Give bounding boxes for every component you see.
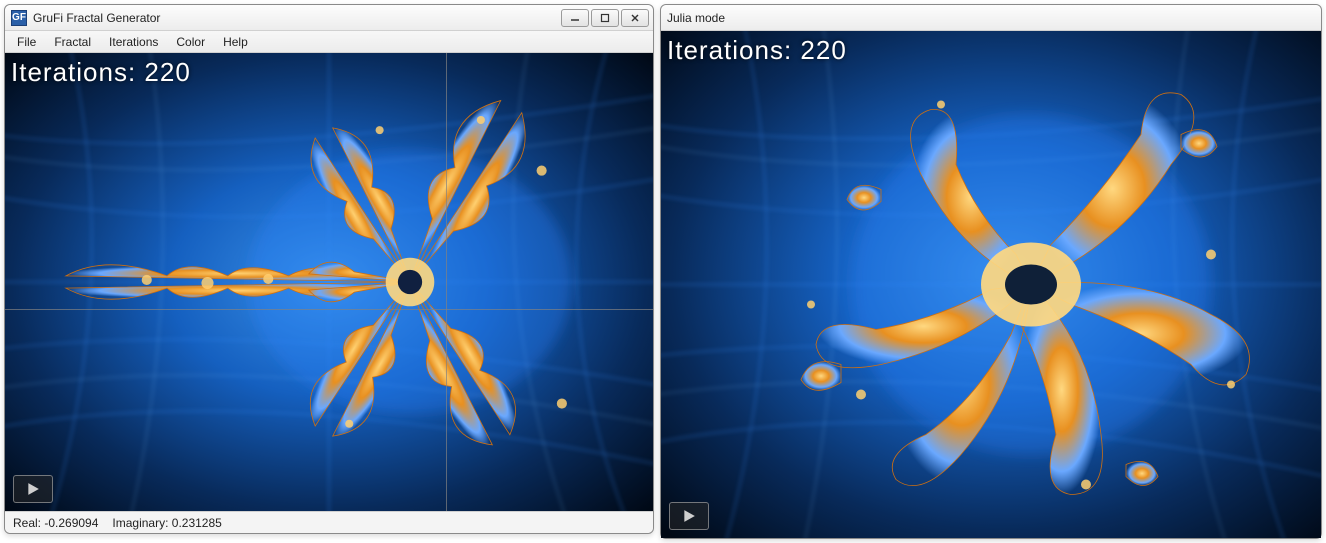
status-imag: Imaginary: 0.231285 [112,516,221,530]
close-button[interactable] [621,9,649,27]
menu-file[interactable]: File [9,33,44,51]
titlebar[interactable]: GF GruFi Fractal Generator [5,5,653,31]
window-controls [561,9,649,27]
titlebar[interactable]: Julia mode [661,5,1321,31]
minimize-button[interactable] [561,9,589,27]
fractal-canvas[interactable]: Iterations: 220 [5,53,653,511]
crosshair-horizontal [5,309,653,310]
fractal-canvas[interactable]: Iterations: 220 [661,31,1321,538]
iterations-label: Iterations: 220 [667,35,847,66]
maximize-button[interactable] [591,9,619,27]
iterations-label: Iterations: 220 [11,57,191,88]
play-button[interactable] [669,502,709,530]
window-title: GruFi Fractal Generator [33,11,561,25]
play-icon [682,509,696,523]
status-real-label: Real: [13,516,41,530]
menu-help[interactable]: Help [215,33,256,51]
main-window: GF GruFi Fractal Generator File Fractal … [4,4,654,534]
menu-fractal[interactable]: Fractal [46,33,99,51]
menubar: File Fractal Iterations Color Help [5,31,653,53]
window-title: Julia mode [667,11,1317,25]
menu-iterations[interactable]: Iterations [101,33,166,51]
app-icon: GF [11,10,27,26]
play-icon [26,482,40,496]
status-imag-label: Imaginary: [112,516,168,530]
statusbar: Real: -0.269094 Imaginary: 0.231285 [5,511,653,533]
status-imag-value: 0.231285 [172,516,222,530]
play-button[interactable] [13,475,53,503]
julia-window: Julia mode [660,4,1322,539]
status-real: Real: -0.269094 [13,516,98,530]
fractal-render [661,31,1321,538]
crosshair-vertical [446,53,447,511]
status-real-value: -0.269094 [44,516,98,530]
menu-color[interactable]: Color [168,33,213,51]
fractal-render [5,53,653,511]
